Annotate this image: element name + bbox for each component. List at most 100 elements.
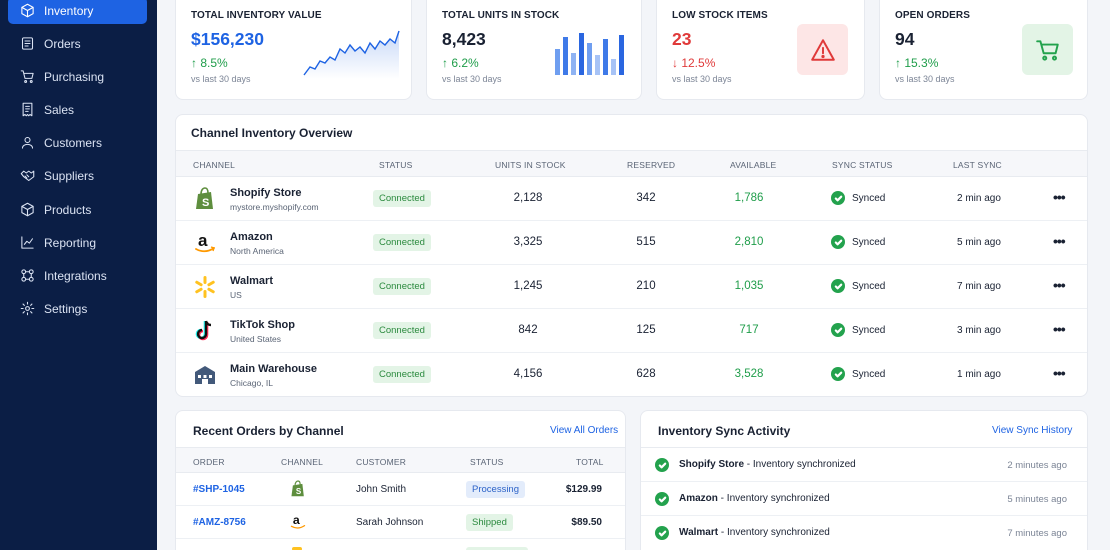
reserved: 210 xyxy=(636,280,656,292)
walmart-icon xyxy=(193,275,217,299)
kpi-label: LOW STOCK ITEMS xyxy=(672,10,768,21)
table-row[interactable]: a Amazon North America Connected 3,325 5… xyxy=(176,221,1087,265)
table-row[interactable]: TikTok Shop United States Connected 842 … xyxy=(176,309,1087,353)
sidebar-item-label: Integrations xyxy=(44,268,107,283)
shopify-icon: S xyxy=(193,187,217,211)
check-icon xyxy=(655,492,669,506)
kpi-change: ↑ 6.2% xyxy=(442,56,479,70)
table-row[interactable] xyxy=(176,539,625,550)
column-header: AVAILABLE xyxy=(730,160,777,170)
table-header: ORDER CHANNEL CUSTOMER STATUS TOTAL xyxy=(176,447,625,473)
sidebar-item-integrations[interactable]: Integrations xyxy=(8,262,147,289)
gear-icon xyxy=(19,301,35,317)
status-badge: Connected xyxy=(373,322,431,339)
cube-icon xyxy=(19,202,35,218)
order-link[interactable]: #AMZ-8756 xyxy=(193,517,246,528)
status-badge: Connected xyxy=(373,366,431,383)
more-icon[interactable]: ••• xyxy=(1053,189,1066,205)
kpi-value: $156,230 xyxy=(191,29,264,49)
last-sync: 3 min ago xyxy=(957,325,1001,336)
sync-time: 5 minutes ago xyxy=(1007,494,1067,505)
view-all-orders-link[interactable]: View All Orders xyxy=(550,425,619,436)
amazon-icon: a xyxy=(289,512,307,532)
sidebar-item-inventory[interactable]: Inventory xyxy=(8,0,147,24)
sidebar-item-settings[interactable]: Settings xyxy=(8,295,147,322)
sync-time: 2 minutes ago xyxy=(1007,460,1067,471)
column-header: TOTAL xyxy=(576,457,604,467)
available: 1,035 xyxy=(734,280,764,292)
sidebar-item-label: Purchasing xyxy=(44,69,105,84)
recent-orders-card: Recent Orders by Channel View All Orders… xyxy=(175,410,626,550)
kpi-label: TOTAL INVENTORY VALUE xyxy=(191,10,322,21)
section-title: Recent Orders by Channel xyxy=(193,424,344,438)
check-icon xyxy=(831,367,845,381)
list-item: Walmart - Inventory synchronized 7 minut… xyxy=(641,516,1087,550)
table-row[interactable]: Main Warehouse Chicago, IL Connected 4,1… xyxy=(176,353,1087,397)
sidebar-item-sales[interactable]: Sales xyxy=(8,96,147,123)
sync-status: Synced xyxy=(831,367,885,381)
handshake-icon xyxy=(19,168,35,184)
kpi-change: ↑ 8.5% xyxy=(191,56,228,70)
cart-icon xyxy=(19,69,35,85)
table-row[interactable]: Walmart US Connected 1,245 210 1,035 Syn… xyxy=(176,265,1087,309)
column-header: CHANNEL xyxy=(281,457,324,467)
sidebar-item-orders[interactable]: Orders xyxy=(8,30,147,57)
kpi-sub: vs last 30 days xyxy=(672,74,732,84)
view-sync-history-link[interactable]: View Sync History xyxy=(992,425,1073,436)
available: 717 xyxy=(739,324,759,336)
last-sync: 2 min ago xyxy=(957,193,1001,204)
sidebar-item-label: Products xyxy=(44,202,92,217)
last-sync: 5 min ago xyxy=(957,237,1001,248)
order-link[interactable]: #SHP-1045 xyxy=(193,484,245,495)
status-badge: Shipped xyxy=(466,514,513,531)
table-row[interactable]: S Shopify Store mystore.myshopify.com Co… xyxy=(176,177,1087,221)
channel-name: Main Warehouse xyxy=(230,363,317,375)
sidebar-item-suppliers[interactable]: Suppliers xyxy=(8,162,147,189)
shopify-icon: S xyxy=(289,479,307,499)
list-item: Shopify Store - Inventory synchronized 2… xyxy=(641,448,1087,482)
check-icon xyxy=(831,235,845,249)
table-row[interactable]: #SHP-1045 S John Smith Processing $129.9… xyxy=(176,473,625,506)
column-header: UNITS IN STOCK xyxy=(495,160,566,170)
sidebar-item-reporting[interactable]: Reporting xyxy=(8,229,147,256)
table-header: CHANNEL STATUS UNITS IN STOCK RESERVED A… xyxy=(176,150,1087,177)
cart-icon xyxy=(1022,24,1073,75)
svg-text:S: S xyxy=(202,197,209,209)
sync-status: Synced xyxy=(831,279,885,293)
order-total: $89.50 xyxy=(571,517,602,528)
sync-source: Shopify Store xyxy=(679,459,745,470)
sync-message: Amazon - Inventory synchronized xyxy=(679,493,830,504)
kpi-card-open-orders: OPEN ORDERS 94 ↑ 15.3% vs last 30 days xyxy=(879,0,1088,100)
sidebar-item-customers[interactable]: Customers xyxy=(8,129,147,156)
sidebar-item-label: Orders xyxy=(44,36,81,51)
user-icon xyxy=(19,135,35,151)
reserved: 628 xyxy=(636,368,656,380)
customer-name: Sarah Johnson xyxy=(356,517,424,528)
status-badge xyxy=(466,547,528,550)
kpi-sub: vs last 30 days xyxy=(191,74,251,84)
sidebar-item-purchasing[interactable]: Purchasing xyxy=(8,63,147,90)
sync-label: Synced xyxy=(852,236,886,248)
units-in-stock: 2,128 xyxy=(513,192,543,204)
table-row[interactable]: #AMZ-8756 a Sarah Johnson Shipped $89.50 xyxy=(176,506,625,539)
column-header: STATUS xyxy=(470,457,504,467)
receipt-icon xyxy=(19,102,35,118)
sparkline xyxy=(303,30,400,79)
more-icon[interactable]: ••• xyxy=(1053,277,1066,293)
last-sync: 7 min ago xyxy=(957,281,1001,292)
sync-source: Walmart xyxy=(679,527,719,538)
column-header: CHANNEL xyxy=(193,160,236,170)
more-icon[interactable]: ••• xyxy=(1053,365,1066,381)
warning-icon xyxy=(797,24,848,75)
sync-label: Synced xyxy=(852,280,886,292)
section-title: Inventory Sync Activity xyxy=(658,424,791,438)
check-icon xyxy=(831,191,845,205)
more-icon[interactable]: ••• xyxy=(1053,321,1066,337)
channel-name: TikTok Shop xyxy=(230,319,295,331)
more-icon[interactable]: ••• xyxy=(1053,233,1066,249)
section-title: Channel Inventory Overview xyxy=(191,126,353,140)
amazon-icon: a xyxy=(193,231,217,255)
sidebar-item-products[interactable]: Products xyxy=(8,196,147,223)
box-icon xyxy=(19,3,35,19)
reserved: 125 xyxy=(636,324,656,336)
